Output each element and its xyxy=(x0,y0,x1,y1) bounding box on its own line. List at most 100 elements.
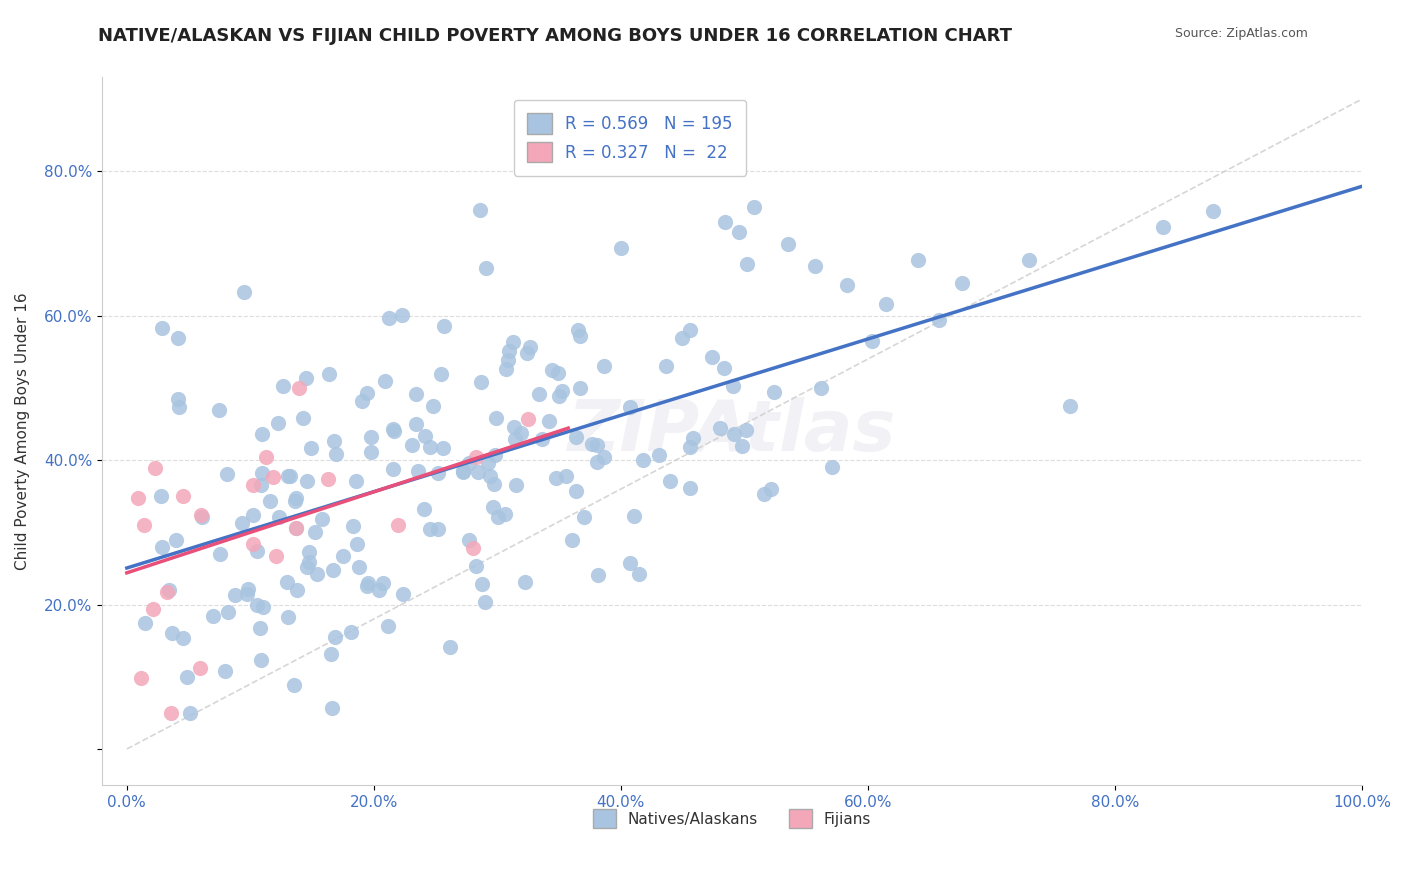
Point xyxy=(190,508,212,523)
Point xyxy=(419,440,441,454)
Point xyxy=(249,621,271,635)
Point xyxy=(215,467,238,482)
Point xyxy=(299,441,322,455)
Point xyxy=(325,447,347,461)
Point xyxy=(907,253,929,268)
Point xyxy=(283,677,305,691)
Point xyxy=(835,278,858,293)
Point xyxy=(502,334,524,349)
Point xyxy=(305,566,328,581)
Point xyxy=(486,510,509,524)
Point xyxy=(502,420,524,434)
Y-axis label: Child Poverty Among Boys Under 16: Child Poverty Among Boys Under 16 xyxy=(15,293,30,570)
Point xyxy=(252,600,274,615)
Point xyxy=(950,276,973,290)
Point xyxy=(581,437,603,451)
Point xyxy=(311,512,333,526)
Point xyxy=(408,464,430,478)
Point xyxy=(382,422,405,436)
Point xyxy=(498,343,520,358)
Point xyxy=(515,575,537,590)
Point xyxy=(288,381,311,395)
Point xyxy=(762,384,785,399)
Point xyxy=(723,427,745,442)
Point xyxy=(295,474,318,488)
Point xyxy=(821,459,844,474)
Point xyxy=(150,540,173,554)
Point xyxy=(321,647,343,661)
Point xyxy=(357,576,380,591)
Point xyxy=(405,387,427,401)
Point xyxy=(484,448,506,462)
Point xyxy=(295,559,318,574)
Point xyxy=(378,310,401,325)
Point xyxy=(678,440,700,454)
Point xyxy=(759,482,782,496)
Point xyxy=(610,241,633,255)
Point xyxy=(284,491,307,506)
Point xyxy=(269,509,291,524)
Point xyxy=(322,563,344,577)
Point xyxy=(700,350,723,364)
Point xyxy=(494,507,516,521)
Point xyxy=(541,363,564,377)
Point xyxy=(172,489,194,503)
Point xyxy=(231,516,253,531)
Point xyxy=(419,522,441,536)
Point xyxy=(804,259,827,273)
Point xyxy=(481,500,503,515)
Point xyxy=(477,456,499,470)
Point xyxy=(152,321,174,335)
Point xyxy=(547,366,569,380)
Point xyxy=(346,537,368,551)
Point xyxy=(432,441,454,455)
Point xyxy=(360,430,382,444)
Point xyxy=(392,587,415,601)
Point xyxy=(752,487,775,501)
Point xyxy=(367,582,389,597)
Point xyxy=(340,625,363,640)
Point xyxy=(679,482,702,496)
Point xyxy=(682,432,704,446)
Point xyxy=(568,381,591,395)
Point xyxy=(451,464,474,478)
Point xyxy=(316,472,339,486)
Point xyxy=(567,323,589,337)
Point xyxy=(157,583,180,598)
Point xyxy=(342,519,364,533)
Point xyxy=(134,616,156,631)
Point xyxy=(810,381,832,395)
Point xyxy=(387,518,409,533)
Point xyxy=(145,460,167,475)
Point xyxy=(633,453,655,467)
Point xyxy=(470,375,492,389)
Point xyxy=(433,318,456,333)
Point xyxy=(304,525,326,540)
Point xyxy=(142,601,165,615)
Point xyxy=(167,400,190,414)
Point xyxy=(731,439,754,453)
Point xyxy=(475,260,498,275)
Point xyxy=(250,427,273,442)
Point xyxy=(569,329,592,343)
Point xyxy=(276,574,298,589)
Point xyxy=(285,582,308,597)
Point xyxy=(734,423,756,437)
Point xyxy=(586,567,609,582)
Point xyxy=(190,661,212,675)
Point xyxy=(179,706,201,720)
Point xyxy=(214,664,236,678)
Point xyxy=(242,537,264,551)
Point xyxy=(427,467,450,481)
Point xyxy=(592,450,614,465)
Point xyxy=(928,312,950,326)
Point xyxy=(485,410,508,425)
Point xyxy=(172,631,194,645)
Point xyxy=(176,670,198,684)
Point xyxy=(474,595,496,609)
Point xyxy=(256,450,278,465)
Text: NATIVE/ALASKAN VS FIJIAN CHILD POVERTY AMONG BOYS UNDER 16 CORRELATION CHART: NATIVE/ALASKAN VS FIJIAN CHILD POVERTY A… xyxy=(98,27,1012,45)
Point xyxy=(561,533,583,547)
Point xyxy=(149,490,172,504)
Point xyxy=(325,630,347,644)
